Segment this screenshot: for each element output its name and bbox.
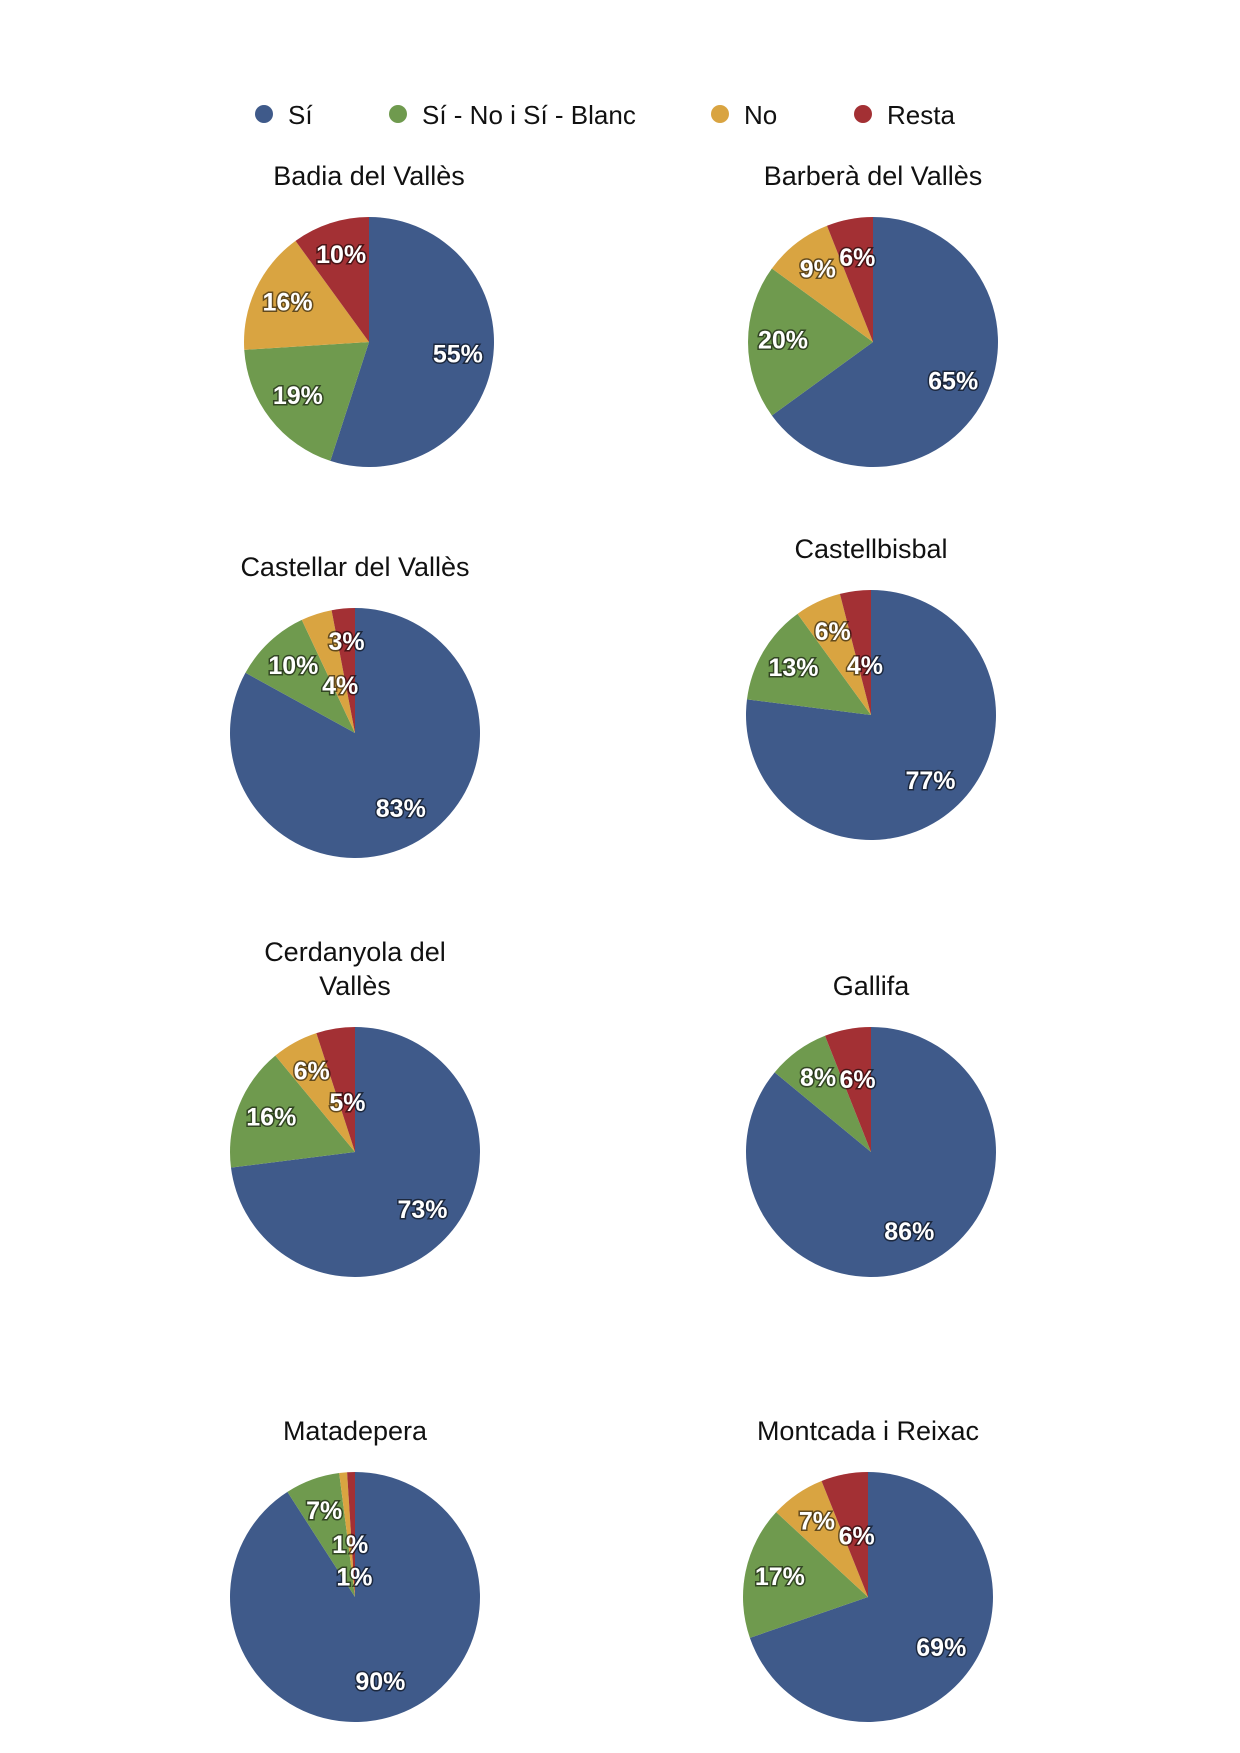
legend-label: No	[744, 100, 777, 130]
data-label: 65%	[928, 367, 978, 395]
pie-slice	[316, 1027, 355, 1152]
data-label: 69%	[916, 1634, 966, 1662]
data-label: 77%	[905, 767, 955, 795]
pie-slice	[821, 1472, 868, 1597]
pie-slice	[287, 1473, 355, 1597]
data-label: 7%	[799, 1507, 835, 1535]
data-label: 6%	[839, 244, 875, 272]
pie-slice	[742, 1512, 868, 1638]
pie-slice	[748, 268, 873, 416]
pie-slice	[245, 619, 355, 733]
pie-title: Castellbisbal	[794, 534, 947, 564]
pie-slice	[330, 217, 495, 467]
data-label: 6%	[815, 618, 851, 646]
pie-title: Barberà del Vallès	[764, 161, 983, 191]
data-label: 83%	[376, 795, 426, 823]
pie-slice	[771, 217, 999, 468]
pie-slice	[776, 1480, 868, 1597]
pie-slice	[839, 590, 871, 715]
legend-marker	[854, 105, 872, 123]
data-label: 90%	[355, 1668, 405, 1696]
pie-title: Cerdanyola del	[264, 937, 446, 967]
pie-slice	[746, 613, 871, 715]
pie-slice	[797, 593, 871, 715]
pie-slice	[230, 1055, 355, 1168]
pie-title: Castellar del Vallès	[240, 552, 469, 582]
data-label: 6%	[294, 1058, 330, 1086]
data-label: 3%	[328, 628, 364, 656]
pie-title: Vallès	[319, 971, 391, 1001]
pie-slice	[826, 217, 873, 342]
data-label: 6%	[839, 1523, 875, 1551]
data-label: 4%	[322, 672, 358, 700]
data-label: 4%	[847, 652, 883, 680]
legend-marker	[389, 105, 407, 123]
legend-label: Resta	[887, 100, 955, 130]
pie-slice	[275, 1033, 355, 1152]
pie-title: Gallifa	[833, 971, 911, 1001]
pie-slice	[244, 342, 369, 461]
pie-slice	[774, 1035, 871, 1152]
pie-slice	[331, 608, 355, 733]
data-label: 10%	[268, 652, 318, 680]
data-label: 8%	[800, 1064, 836, 1092]
data-label: 6%	[839, 1066, 875, 1094]
data-label: 16%	[263, 288, 313, 316]
pie-slice	[771, 225, 873, 342]
pie-slice	[301, 610, 355, 733]
pie-slice	[824, 1027, 871, 1152]
data-label: 16%	[246, 1103, 296, 1131]
legend-label: Sí - No i Sí - Blanc	[422, 100, 636, 130]
pie-slice	[244, 240, 369, 350]
pie-slice	[229, 1472, 480, 1723]
pie-title: Badia del Vallès	[273, 161, 465, 191]
data-label: 7%	[306, 1497, 342, 1525]
pie-slice	[230, 1027, 480, 1278]
legend-marker	[255, 105, 273, 123]
data-label: 10%	[316, 241, 366, 269]
pie-slice	[347, 1472, 355, 1597]
pie-slice	[339, 1472, 355, 1597]
data-label: 86%	[884, 1218, 934, 1246]
data-label: 55%	[433, 341, 483, 369]
data-label: 20%	[758, 327, 808, 355]
data-label: 1%	[332, 1531, 368, 1559]
pie-slice	[746, 1027, 997, 1278]
data-label: 19%	[273, 382, 323, 410]
data-label: 13%	[769, 654, 819, 682]
data-label: 5%	[329, 1089, 365, 1117]
pie-slice	[749, 1472, 993, 1723]
data-label: 9%	[800, 255, 836, 283]
legend-label: Sí	[288, 100, 313, 130]
legend-marker	[711, 105, 729, 123]
data-label: 17%	[755, 1563, 805, 1591]
pie-title: Montcada i Reixac	[757, 1416, 979, 1446]
data-label: 73%	[397, 1196, 447, 1224]
data-label: 1%	[336, 1564, 372, 1592]
pie-title: Matadepera	[283, 1416, 428, 1446]
pie-slice	[295, 217, 369, 342]
